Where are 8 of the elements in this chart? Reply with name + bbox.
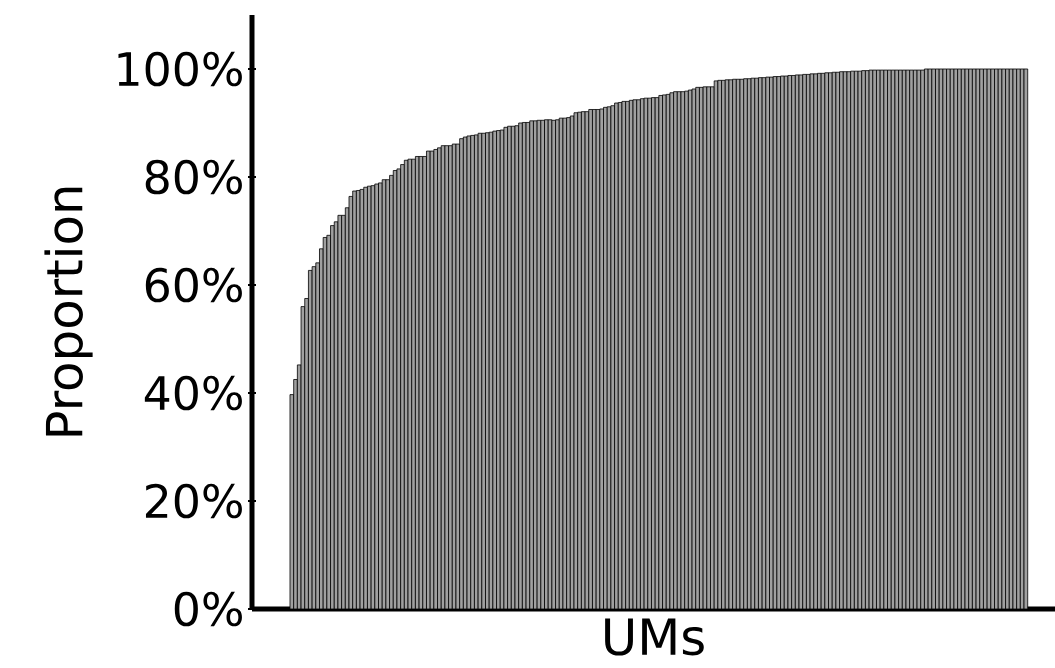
y-tick-label: 0% bbox=[174, 591, 242, 627]
y-axis-title: Proportion bbox=[44, 187, 93, 436]
y-tick-label: 100% bbox=[118, 51, 242, 87]
y-tick-label: 20% bbox=[145, 483, 242, 519]
y-tick-label: 80% bbox=[145, 159, 242, 195]
y-tick-label: 40% bbox=[144, 375, 242, 411]
y-tick-label: 60% bbox=[145, 267, 242, 303]
x-axis-title: UMs bbox=[605, 618, 704, 656]
